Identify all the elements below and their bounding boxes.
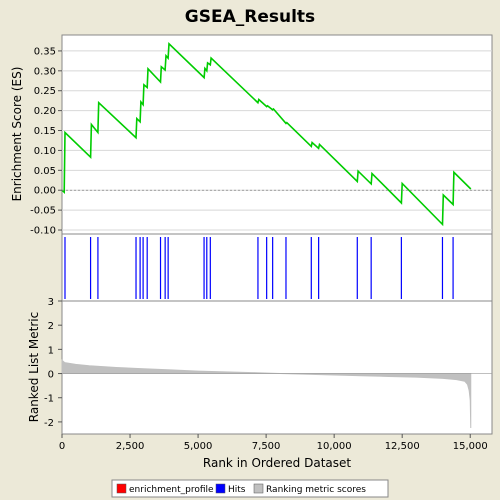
legend-swatch	[116, 483, 127, 494]
legend-swatch	[253, 483, 264, 494]
es-y-tick-label: 0.30	[34, 66, 56, 77]
hits-plot-area	[61, 233, 493, 302]
es-y-tick-label: 0.20	[34, 106, 56, 117]
metric-y-axis-label: Ranked List Metric	[27, 312, 41, 422]
x-tick-label: 12,500	[385, 441, 420, 452]
metric-y-tick-label: -2	[44, 418, 54, 429]
es-y-tick-label: 0.05	[34, 166, 56, 177]
es-y-tick-label: 0.15	[34, 126, 56, 137]
metric-y-tick-label: 2	[48, 321, 54, 332]
x-tick-label: 0	[59, 441, 65, 452]
es-y-tick-label: -0.10	[30, 226, 56, 237]
es-line	[61, 42, 492, 227]
es-y-axis-label: Enrichment Score (ES)	[10, 67, 24, 202]
es-y-tick-label: -0.05	[30, 206, 56, 217]
x-tick-label: 10,000	[317, 441, 352, 452]
es-y-tick-label: 0.25	[34, 86, 56, 97]
legend-label: Hits	[228, 485, 246, 495]
hit-marks	[64, 237, 454, 299]
es-y-axis: -0.10 -0.05 0.00 0.05 0.10 0.15 0.20 0.25 0.30 0.…	[30, 46, 62, 237]
metric-y-axis: -2 -1 0 1 2 3	[44, 297, 62, 429]
es-y-tick-label: 0.10	[34, 146, 56, 157]
legend-label: Ranking metric scores	[266, 485, 366, 495]
x-tick-label: 5,000	[184, 441, 213, 452]
metric-y-tick-label: 0	[48, 370, 54, 381]
x-axis: 0 2,500 5,000 7,500 10,000 12,500 15,000	[59, 434, 488, 452]
metric-plot-area	[61, 300, 493, 435]
es-plot-area	[61, 34, 493, 235]
metric-y-tick-label: -1	[44, 394, 54, 405]
legend: enrichment_profile Hits Ranking metric sco…	[111, 479, 389, 498]
metric-y-tick-label: 3	[48, 297, 54, 308]
x-tick-label: 15,000	[453, 441, 488, 452]
es-y-tick-label: 0.35	[34, 46, 56, 57]
metric-area	[61, 359, 492, 428]
x-tick-label: 7,500	[252, 441, 281, 452]
es-y-tick-label: 0.00	[34, 186, 56, 197]
chart-title: GSEA_Results	[185, 7, 315, 27]
x-axis-label: Rank in Ordered Dataset	[203, 456, 351, 470]
x-tick-label: 2,500	[116, 441, 145, 452]
es-curve	[61, 42, 472, 227]
legend-label: enrichment_profile	[129, 485, 214, 495]
legend-swatch	[215, 483, 226, 494]
metric-y-tick-label: 1	[48, 345, 54, 356]
es-grid	[62, 50, 492, 231]
metric-area-shape	[61, 359, 472, 428]
